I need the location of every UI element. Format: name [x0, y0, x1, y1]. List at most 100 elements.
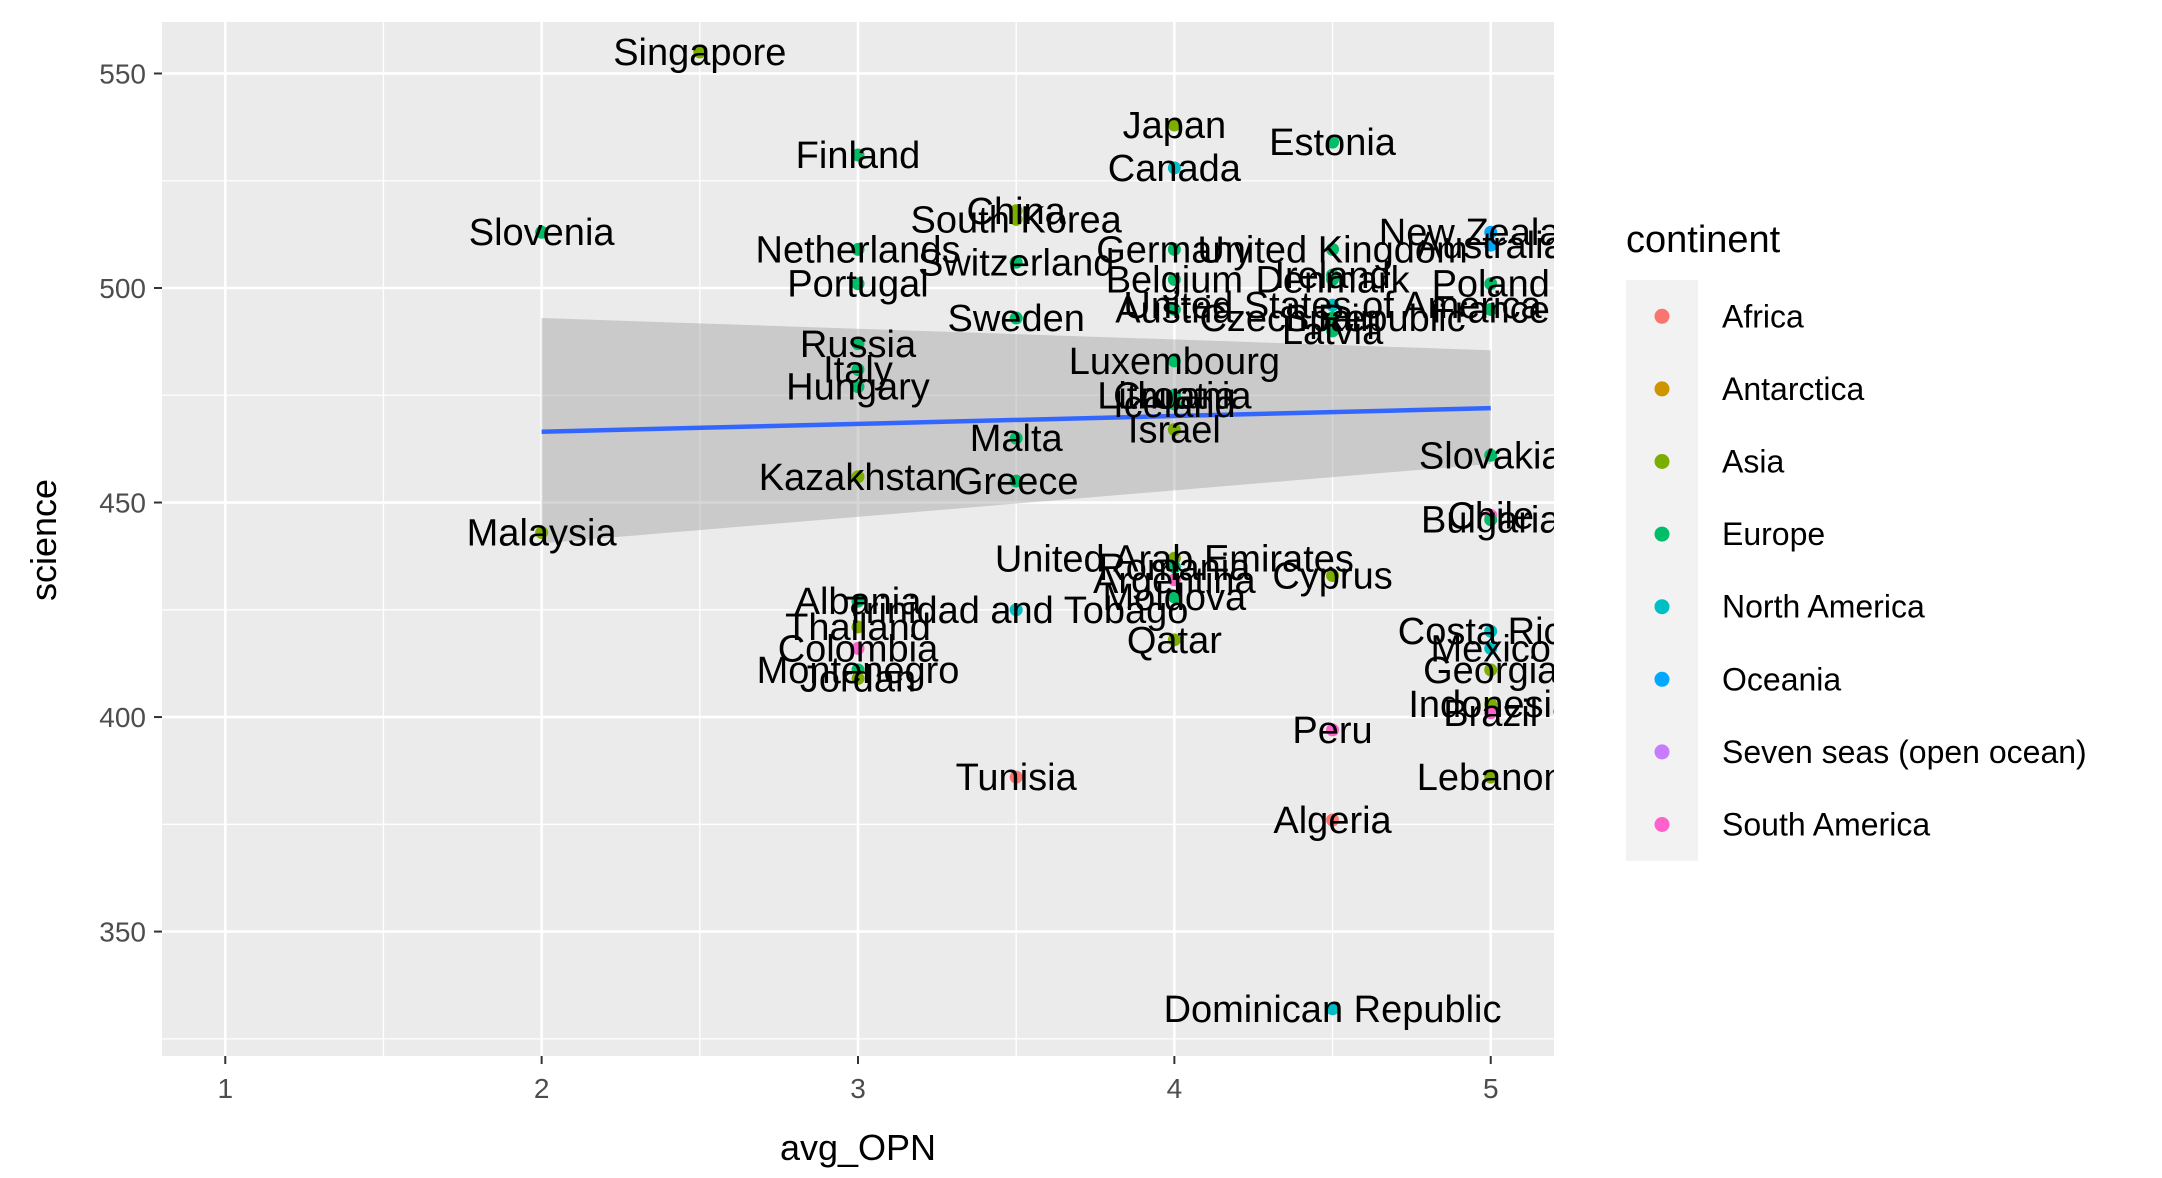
legend-label: Asia — [1722, 444, 1784, 480]
point-label: Costa Rica — [1398, 611, 1585, 653]
legend-label: Europe — [1722, 516, 1825, 552]
point-label: Tunisia — [956, 757, 1078, 799]
point-label: United Kingdom — [1197, 229, 1467, 271]
point-label: Bulgaria — [1421, 500, 1561, 542]
data-point — [1484, 225, 1498, 239]
point-label: Austria — [1115, 289, 1234, 331]
point-label: Romania — [1098, 547, 1251, 589]
point-label: Latvia — [1282, 311, 1384, 353]
point-label: Brazil — [1443, 693, 1538, 735]
data-point — [1009, 255, 1023, 269]
point-label: Iceland — [1113, 384, 1236, 426]
data-point — [1326, 1002, 1340, 1016]
point-label: Jordan — [800, 658, 916, 700]
point-label: New Zealand — [1379, 212, 1603, 254]
point-label: Australia — [1417, 225, 1566, 267]
point-label: Finland — [796, 135, 921, 177]
x-axis: 1 2 3 4 5 — [217, 1056, 1499, 1104]
data-point — [1326, 324, 1340, 338]
data-point — [1326, 723, 1340, 737]
x-axis-title: avg_OPN — [780, 1127, 936, 1168]
data-point — [851, 594, 865, 608]
data-point — [1326, 298, 1340, 312]
point-label: Georgia — [1423, 650, 1559, 692]
data-point — [1167, 397, 1181, 411]
data-point — [851, 337, 865, 351]
point-label: Czech Republic — [1199, 298, 1465, 340]
point-label: South Korea — [911, 199, 1123, 241]
data-point — [851, 363, 865, 377]
point-label: Estonia — [1269, 122, 1397, 164]
legend-key — [1654, 817, 1670, 832]
data-point — [535, 526, 549, 540]
point-label: Peru — [1292, 710, 1372, 752]
point-label: Luxembourg — [1069, 341, 1280, 383]
x-tick-label: 5 — [1483, 1073, 1499, 1104]
trend-confidence-band — [541, 318, 1491, 544]
data-point — [1484, 663, 1498, 677]
x-tick-label: 4 — [1167, 1073, 1183, 1104]
data-point — [851, 380, 865, 394]
point-label: France — [1432, 289, 1550, 331]
data-point — [1009, 770, 1023, 784]
data-point — [1009, 311, 1023, 325]
data-point — [1009, 431, 1023, 445]
trend-line — [541, 405, 1491, 434]
confidence-band — [541, 318, 1491, 544]
point-label: Croatia — [1113, 375, 1236, 417]
data-point — [851, 671, 865, 685]
data-point — [851, 277, 865, 291]
y-tick-label: 350 — [99, 917, 146, 948]
data-point — [1167, 354, 1181, 368]
data-point — [851, 641, 865, 655]
point-label: Malta — [970, 418, 1064, 460]
point-labels: Singapore Slovenia Malaysia Finland Netherla… — [467, 32, 1603, 1031]
point-label: Dominican Republic — [1164, 989, 1502, 1031]
point-label: Hungary — [786, 367, 930, 409]
point-label: Portugal — [787, 264, 929, 306]
point-label: Ireland — [1274, 255, 1390, 297]
point-label: Netherlands — [756, 229, 961, 271]
legend-key — [1654, 599, 1670, 615]
point-label: United Arab Emirates — [995, 538, 1354, 580]
x-tick-label: 3 — [850, 1073, 866, 1104]
data-point — [693, 45, 707, 59]
data-point — [851, 148, 865, 162]
point-label: Trinidad and Tobago — [844, 590, 1188, 632]
point-label: Spain — [1284, 298, 1381, 340]
data-point — [1009, 474, 1023, 488]
data-point — [851, 242, 865, 256]
legend: continent Africa Antarctica Asia Europe Nort… — [1626, 219, 2087, 861]
point-label: Switzerland — [918, 242, 1114, 284]
legend-key — [1654, 454, 1670, 469]
x-tick-label: 1 — [217, 1073, 233, 1104]
point-label: Algeria — [1273, 800, 1392, 842]
point-label: Colombia — [778, 628, 939, 670]
y-tick-label: 450 — [99, 488, 146, 519]
point-label: Moldova — [1103, 577, 1247, 619]
data-point — [1326, 272, 1340, 286]
legend-key — [1654, 526, 1670, 542]
point-label: Albania — [795, 581, 923, 623]
data-point — [851, 620, 865, 634]
data-point — [1167, 633, 1181, 647]
legend-label: Africa — [1722, 298, 1804, 334]
data-point — [1326, 311, 1340, 325]
point-label: Japan — [1123, 105, 1227, 147]
data-point — [1484, 448, 1498, 462]
point-label: Belgium — [1106, 259, 1243, 301]
point-label: Indonesia — [1408, 684, 1574, 726]
data-point — [1484, 641, 1498, 655]
data-point — [1167, 590, 1181, 604]
data-point — [1484, 302, 1498, 316]
legend-label: Oceania — [1722, 661, 1841, 697]
data-point — [1167, 272, 1181, 286]
data-point — [1484, 513, 1498, 527]
point-label: China — [967, 191, 1067, 233]
y-axis-title: science — [23, 479, 64, 601]
y-tick-label: 500 — [99, 273, 146, 304]
point-label: Slovakia — [1419, 435, 1563, 477]
point-label: Sweden — [948, 298, 1085, 340]
point-label: Malaysia — [467, 513, 618, 555]
